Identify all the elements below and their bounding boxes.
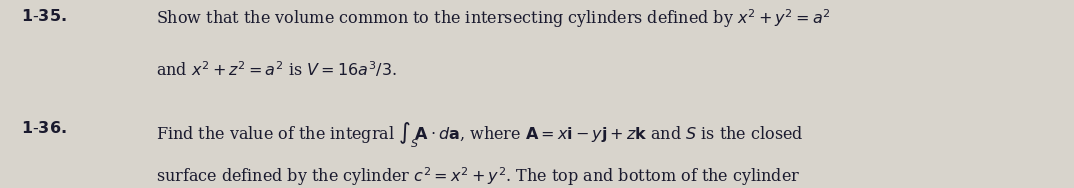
Text: and $x^2 + z^2 = a^2$ is $V = 16a^3/3$.: and $x^2 + z^2 = a^2$ is $V = 16a^3/3$. [156, 60, 396, 80]
Text: surface defined by the cylinder $c^2 = x^2 + y^2$. The top and bottom of the cyl: surface defined by the cylinder $c^2 = x… [156, 165, 800, 188]
Text: $\mathbf{1\text{-}36.}$: $\mathbf{1\text{-}36.}$ [21, 120, 68, 137]
Text: Find the value of the integral $\int_S\!\mathbf{A}\cdot d\mathbf{a}$, where $\ma: Find the value of the integral $\int_S\!… [156, 120, 803, 150]
Text: Show that the volume common to the intersecting cylinders defined by $x^2 + y^2 : Show that the volume common to the inter… [156, 8, 830, 30]
Text: $\mathbf{1\text{-}35.}$: $\mathbf{1\text{-}35.}$ [21, 8, 68, 24]
